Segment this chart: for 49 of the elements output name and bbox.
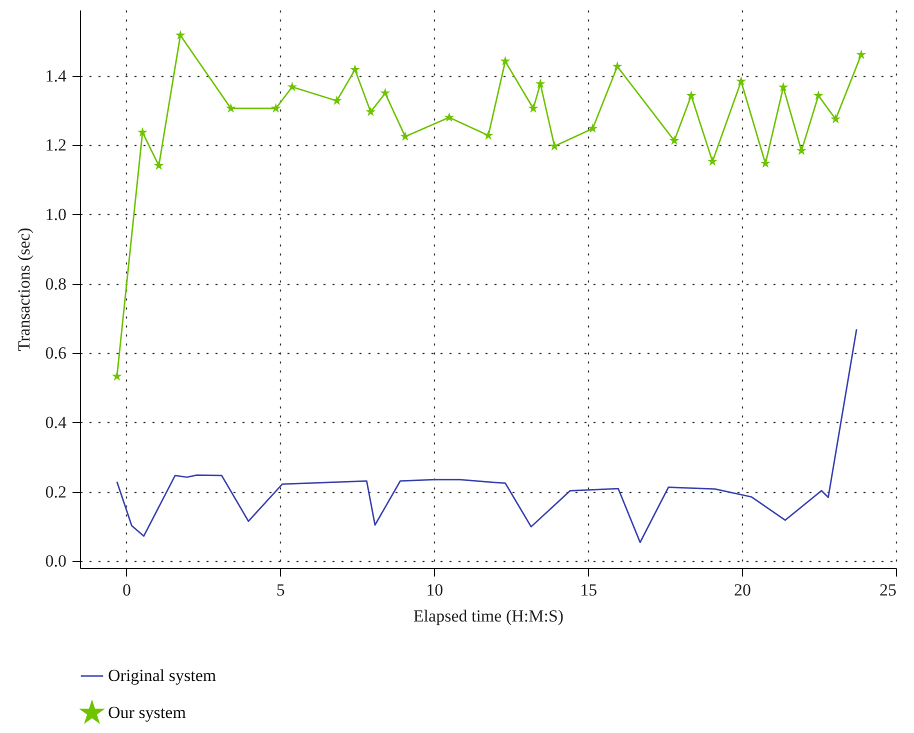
y-tick-label: 0.0 xyxy=(45,552,66,571)
x-tick-label: 10 xyxy=(426,580,444,600)
point xyxy=(483,130,494,140)
point xyxy=(856,49,866,59)
y-tick-label: 0.2 xyxy=(45,482,66,502)
legend-label: Original system xyxy=(108,666,216,685)
point xyxy=(535,78,546,88)
point xyxy=(287,82,298,92)
y-tick-label: 1.2 xyxy=(45,136,66,155)
point xyxy=(500,56,510,66)
point xyxy=(400,131,410,141)
y-tick-label: 0.6 xyxy=(45,344,66,363)
x-tick-label: 15 xyxy=(580,580,598,600)
x-axis-title: Elapsed time (H:M:S) xyxy=(413,606,564,626)
point xyxy=(550,140,560,150)
point xyxy=(830,114,841,124)
x-tick-label: 25 xyxy=(880,580,896,600)
legend-label: Our system xyxy=(108,703,186,722)
point xyxy=(112,371,122,381)
point xyxy=(366,106,376,116)
point xyxy=(138,127,148,137)
point xyxy=(154,160,164,170)
point xyxy=(175,30,186,40)
point xyxy=(226,103,236,113)
line-series xyxy=(116,328,858,544)
point xyxy=(669,135,680,145)
y-tick-label: 0.8 xyxy=(45,274,66,294)
point xyxy=(528,103,538,113)
x-tick-label: 5 xyxy=(276,580,285,600)
point xyxy=(760,158,770,168)
point xyxy=(350,64,360,74)
point xyxy=(736,76,746,86)
point xyxy=(686,90,696,100)
point xyxy=(612,61,622,71)
point xyxy=(707,156,718,166)
x-tick-label: 0 xyxy=(122,580,131,600)
y-axis-title: Transactions (sec) xyxy=(14,228,34,352)
y-tick-label: 1.4 xyxy=(45,66,67,86)
point xyxy=(270,103,281,113)
point xyxy=(444,112,454,122)
point xyxy=(588,123,598,133)
point xyxy=(332,96,342,106)
y-tick-label: 1.0 xyxy=(45,204,66,224)
x-tick-label: 20 xyxy=(734,580,752,600)
y-tick-label: 0.4 xyxy=(45,412,67,432)
point xyxy=(380,88,390,98)
point xyxy=(813,90,824,100)
point xyxy=(796,145,806,155)
point xyxy=(778,82,788,92)
